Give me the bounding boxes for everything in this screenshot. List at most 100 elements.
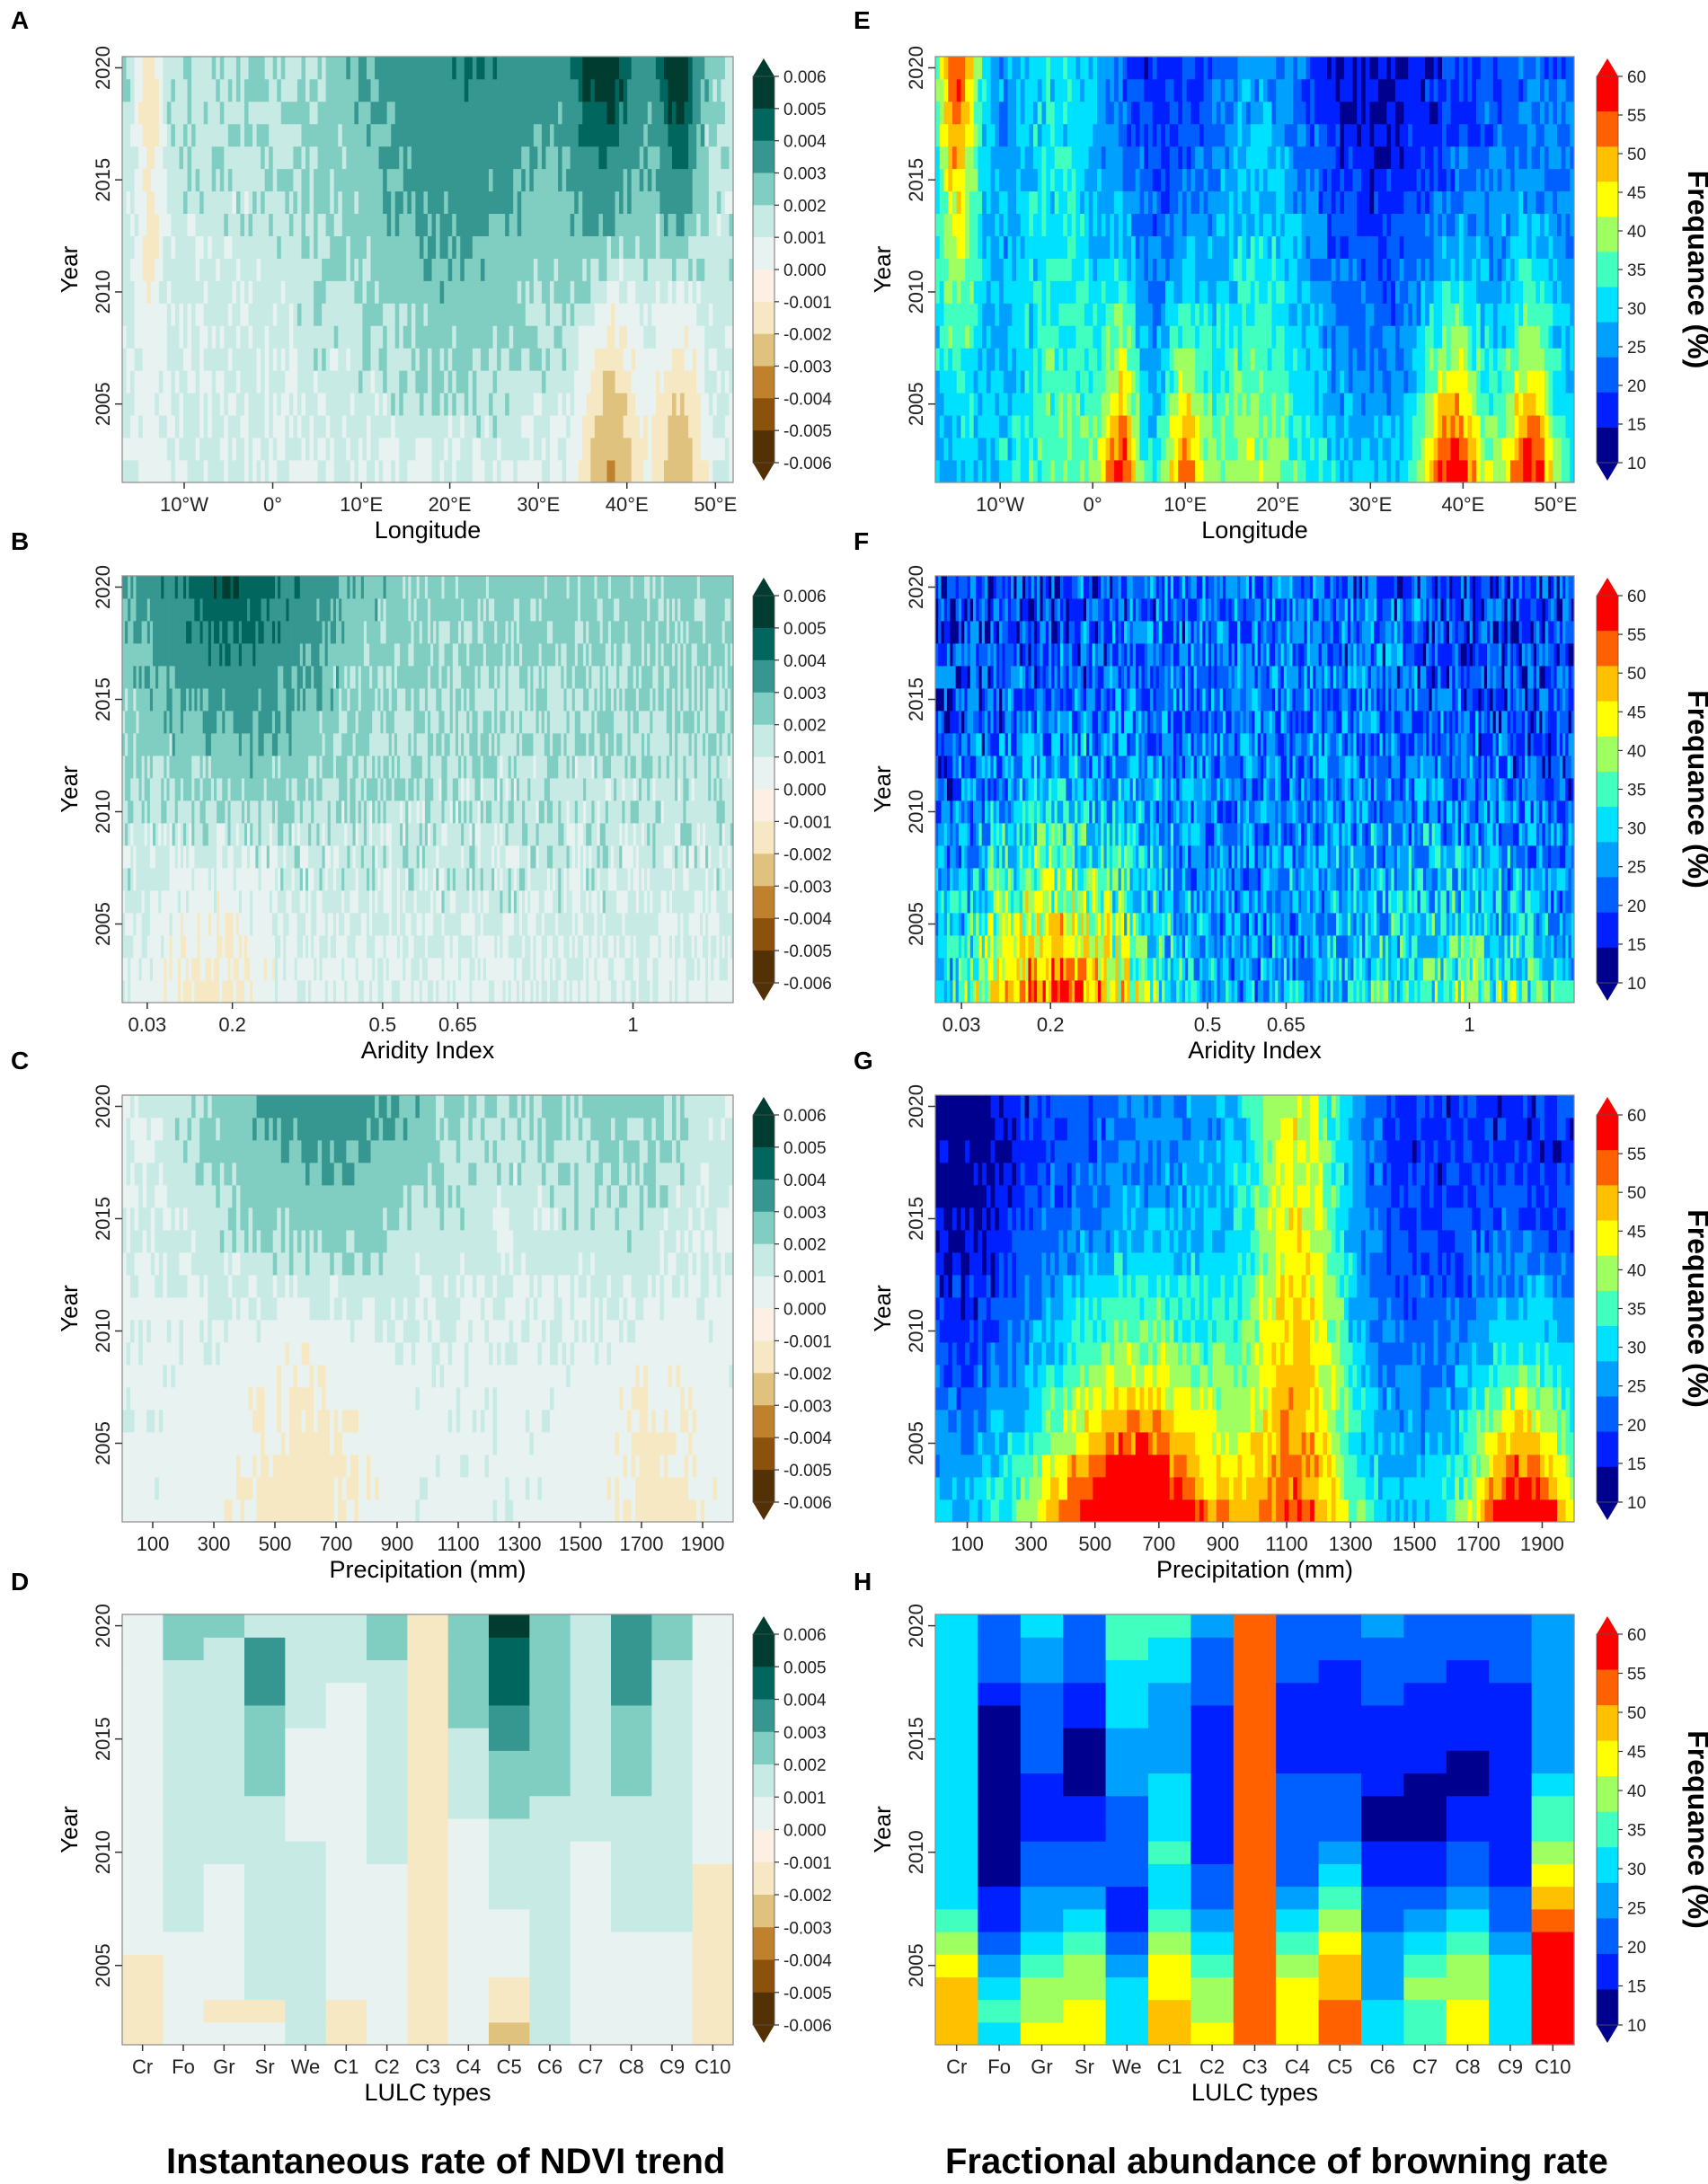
heatmap-cell: [277, 348, 282, 371]
heatmap-cell: [214, 935, 217, 959]
heatmap-cell: [668, 258, 673, 281]
heatmap-cell: [138, 800, 143, 824]
heatmap-cell: [288, 101, 294, 125]
heatmap-cell: [550, 57, 554, 80]
heatmap-cell: [146, 800, 151, 824]
heatmap-cell: [399, 258, 404, 281]
heatmap-cell: [684, 258, 689, 281]
heatmap-cell: [146, 438, 152, 461]
heatmap-cell: [195, 438, 200, 461]
heatmap-cell: [233, 935, 237, 959]
heatmap-cell: [252, 168, 257, 192]
heatmap-cell: [174, 958, 179, 981]
heatmap-cell: [394, 101, 400, 125]
heatmap-cell: [314, 666, 317, 689]
heatmap-cell: [238, 868, 243, 891]
heatmap-cell: [225, 666, 228, 689]
heatmap-cell: [378, 235, 384, 259]
heatmap-cell: [240, 78, 245, 102]
heatmap-cell: [205, 913, 209, 936]
heatmap-cell: [336, 845, 340, 869]
heatmap-cell: [635, 190, 641, 215]
heatmap-cell: [347, 756, 350, 779]
heatmap-cell: [696, 393, 702, 416]
heatmap-cell: [144, 958, 148, 981]
heatmap-cell: [210, 666, 215, 689]
heatmap-cell: [280, 756, 284, 779]
heatmap-cell: [574, 415, 580, 438]
heatmap-cell: [517, 370, 522, 393]
heatmap-cell: [688, 438, 694, 461]
heatmap-cell: [217, 868, 220, 891]
heatmap-cell: [419, 980, 423, 1004]
heatmap-cell: [375, 980, 378, 1004]
heatmap-cell: [316, 868, 320, 891]
heatmap-cell: [216, 57, 221, 80]
heatmap-cell: [696, 235, 702, 259]
heatmap-cell: [263, 845, 268, 869]
heatmap-cell: [492, 123, 498, 147]
heatmap-cell: [375, 460, 379, 483]
heatmap-cell: [225, 621, 228, 644]
heatmap-cell: [125, 868, 128, 891]
heatmap-cell: [403, 778, 406, 801]
heatmap-cell: [383, 733, 387, 756]
heatmap-cell: [380, 756, 384, 779]
heatmap-cell: [186, 598, 190, 622]
heatmap-cell: [651, 168, 657, 192]
heatmap-cell: [299, 643, 304, 667]
heatmap-cell: [311, 756, 314, 779]
x-tick-label: 0°: [263, 493, 282, 516]
heatmap-cell: [230, 621, 235, 644]
heatmap-cell: [296, 980, 301, 1004]
heatmap-cell: [305, 168, 310, 192]
heatmap-cell: [431, 78, 437, 102]
heatmap-cell: [174, 280, 180, 304]
heatmap-cell: [222, 756, 226, 779]
heatmap-cell: [566, 123, 571, 147]
heatmap-cell: [203, 325, 208, 349]
heatmap-cell: [704, 415, 710, 438]
heatmap-cell: [336, 621, 340, 644]
heatmap-cell: [363, 845, 367, 869]
heatmap-cell: [570, 213, 575, 236]
heatmap-cell: [272, 325, 278, 349]
heatmap-cell: [296, 258, 302, 281]
heatmap-cell: [141, 711, 146, 734]
heatmap-cell: [225, 800, 228, 824]
heatmap-cell: [578, 213, 583, 236]
heatmap-cell: [431, 370, 437, 393]
heatmap-cell: [205, 666, 209, 689]
heatmap-cell: [158, 123, 164, 147]
heatmap-cell: [227, 958, 231, 981]
heatmap-cell: [305, 733, 309, 756]
heatmap-cell: [513, 348, 518, 371]
heatmap-cell: [164, 688, 167, 712]
heatmap-cell: [322, 935, 326, 959]
heatmap-cell: [224, 213, 229, 236]
heatmap-cell: [492, 303, 498, 326]
heatmap-cell: [411, 348, 416, 371]
heatmap-cell: [529, 460, 535, 483]
heatmap-cell: [383, 370, 388, 393]
heatmap-cell: [285, 258, 290, 281]
heatmap-cell: [203, 280, 208, 304]
heatmap-cell: [627, 57, 633, 80]
heatmap-cell: [537, 258, 543, 281]
heatmap-cell: [155, 958, 159, 981]
heatmap-cell: [385, 868, 390, 891]
colorbar-swatch: [753, 270, 774, 303]
heatmap-cell: [174, 913, 179, 936]
heatmap-cell: [203, 415, 208, 438]
heatmap-cell: [325, 460, 331, 483]
heatmap-cell: [338, 280, 343, 304]
heatmap-cell: [408, 823, 412, 846]
heatmap-cell: [333, 123, 339, 147]
heatmap-cell: [130, 688, 134, 712]
heatmap-cell: [224, 235, 229, 259]
heatmap-cell: [128, 980, 131, 1004]
heatmap-cell: [205, 688, 209, 712]
heatmap-cell: [208, 348, 213, 371]
heatmap-cell: [416, 868, 420, 891]
heatmap-cell: [222, 913, 226, 936]
